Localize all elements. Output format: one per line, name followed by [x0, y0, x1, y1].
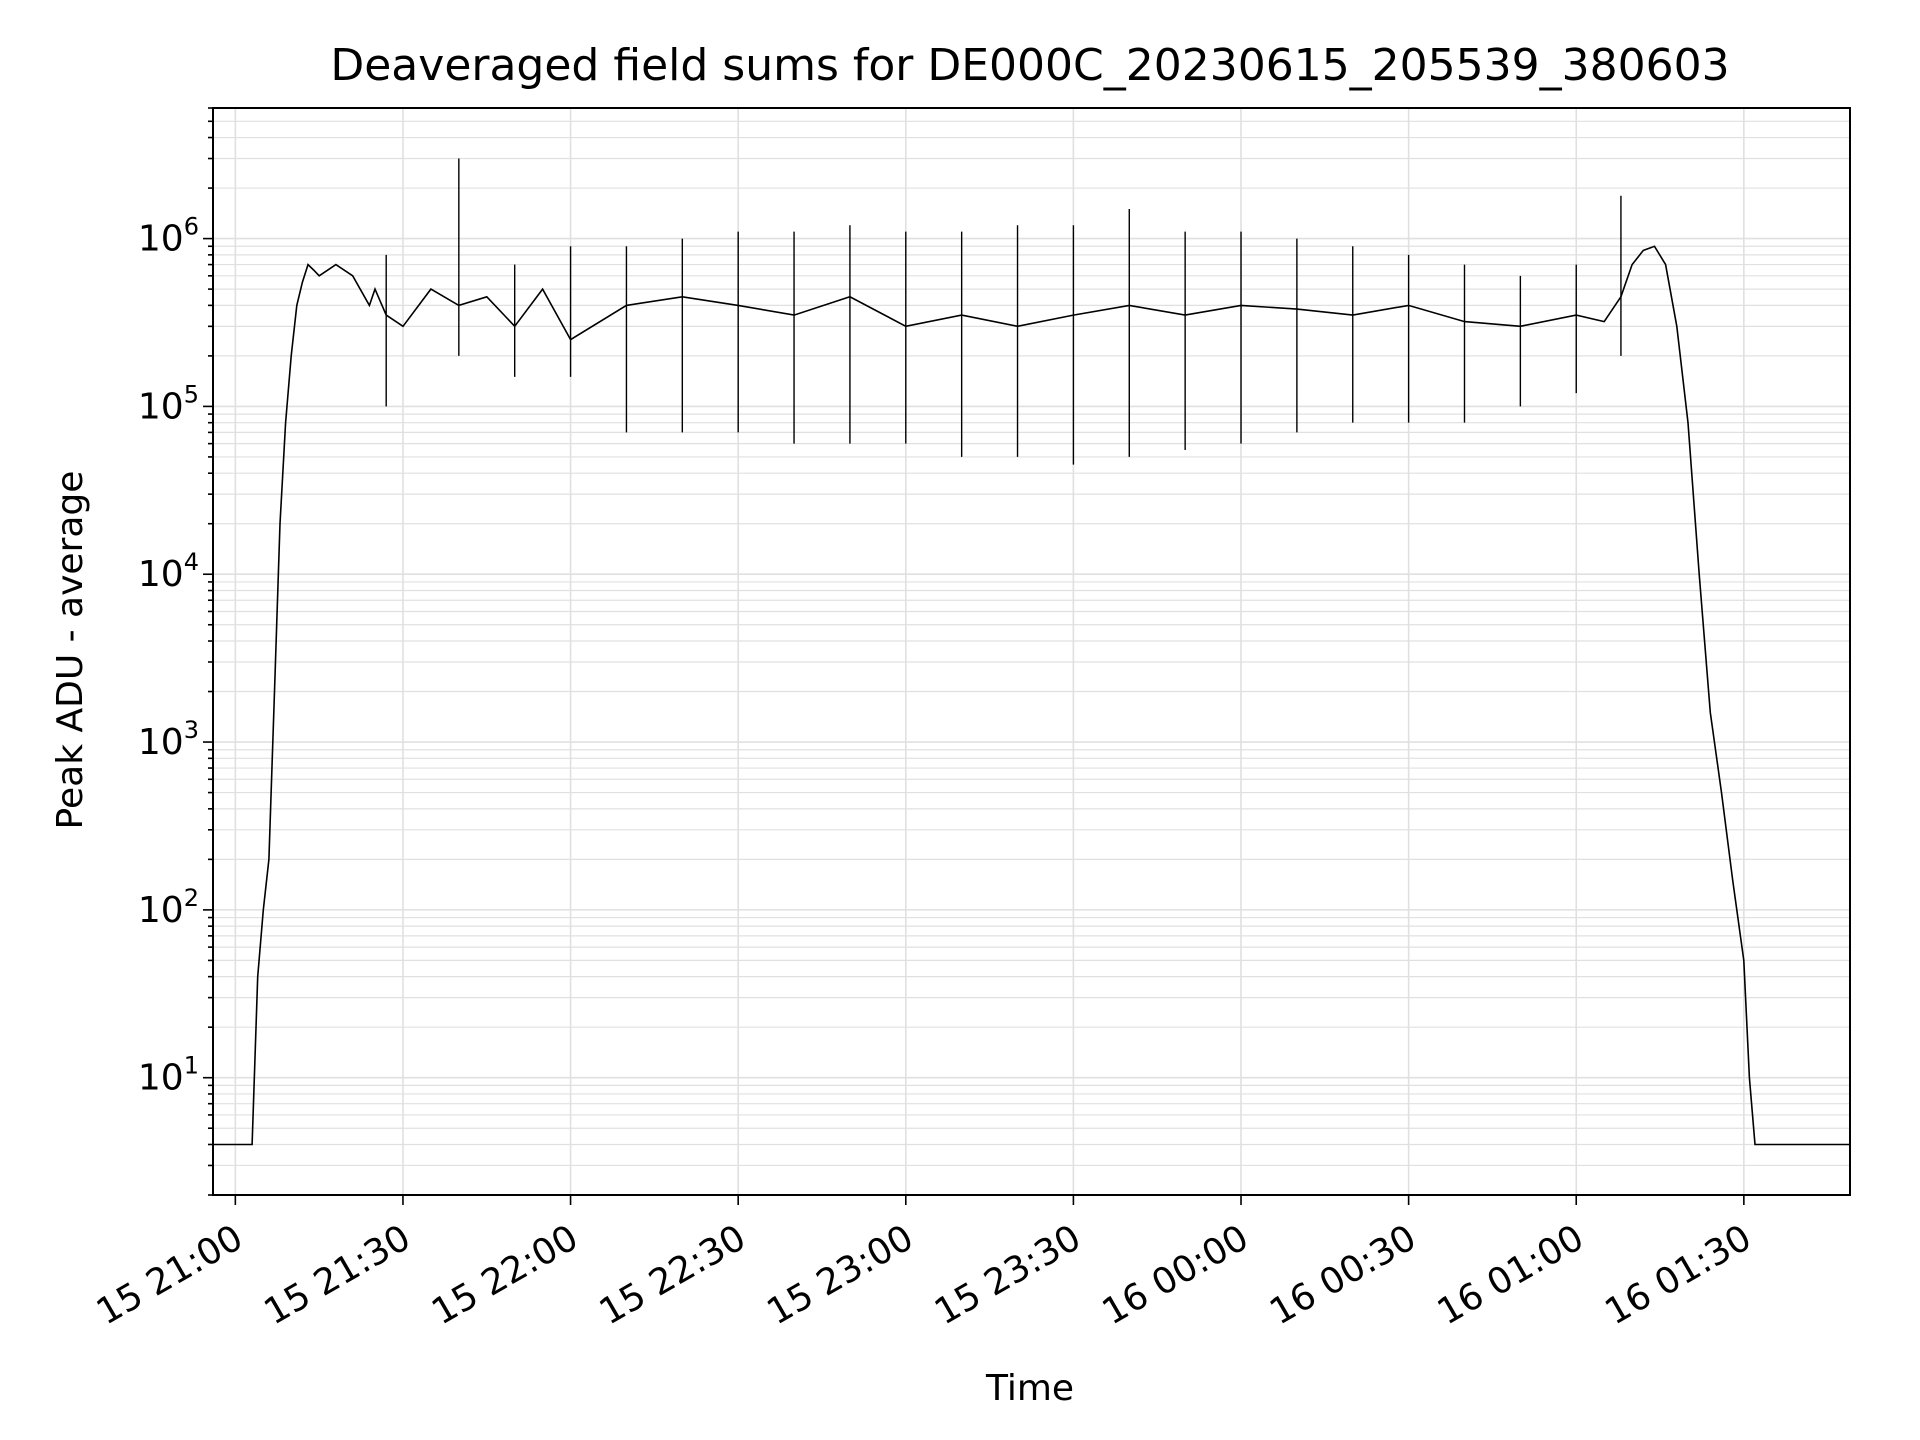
series-line: [213, 245, 1850, 1146]
y-tick-label: 104: [138, 548, 199, 595]
y-tick-exp: 2: [184, 884, 199, 912]
y-tick-exp: 5: [184, 380, 199, 408]
plot-area: [213, 158, 1850, 1146]
y-tick-base: 10: [138, 219, 184, 260]
y-tick-base: 10: [138, 554, 184, 595]
y-tick-base: 10: [138, 890, 184, 931]
y-tick-base: 10: [138, 386, 184, 427]
y-tick-exp: 6: [184, 213, 199, 241]
y-tick-base: 10: [138, 1058, 184, 1099]
x-axis-label: Time: [985, 1368, 1074, 1409]
plot-frame: [212, 107, 1851, 1196]
y-tick-label: 106: [138, 213, 199, 260]
y-tick-label: 105: [138, 380, 199, 427]
y-tick-exp: 1: [184, 1052, 199, 1080]
grid: [213, 107, 1850, 1196]
y-axis-label: Peak ADU - average: [50, 471, 91, 830]
chart-title: Deaveraged field sums for DE000C_2023061…: [330, 40, 1729, 91]
y-tick-label: 101: [138, 1052, 199, 1099]
y-tick-label: 102: [138, 884, 199, 931]
y-tick-exp: 3: [184, 716, 199, 744]
y-tick-base: 10: [138, 722, 184, 763]
y-tick-exp: 4: [184, 548, 199, 576]
y-tick-label: 103: [138, 716, 199, 763]
